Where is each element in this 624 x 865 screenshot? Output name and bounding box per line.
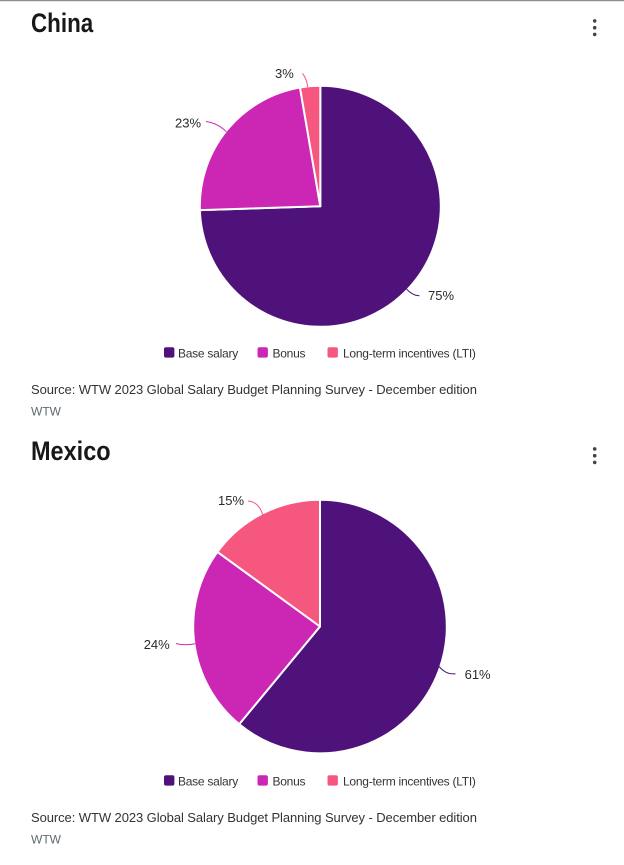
svg-text:WTW: WTW xyxy=(31,405,62,419)
svg-text:Mexico: Mexico xyxy=(31,436,111,466)
svg-text:Base salary: Base salary xyxy=(178,346,238,360)
svg-text:WTW: WTW xyxy=(31,833,62,847)
svg-text:Long-term incentives (LTI): Long-term incentives (LTI) xyxy=(343,346,476,360)
svg-text:23%: 23% xyxy=(175,116,201,131)
svg-text:75%: 75% xyxy=(428,288,454,303)
svg-text:China: China xyxy=(31,9,93,38)
svg-text:15%: 15% xyxy=(218,493,244,508)
svg-text:3%: 3% xyxy=(275,66,294,81)
svg-text:Base salary: Base salary xyxy=(178,774,238,788)
svg-text:Long-term incentives (LTI): Long-term incentives (LTI) xyxy=(343,774,476,788)
svg-text:Source: WTW 2023 Global Salary: Source: WTW 2023 Global Salary Budget Pl… xyxy=(31,810,477,825)
svg-text:Bonus: Bonus xyxy=(273,346,306,360)
svg-text:24%: 24% xyxy=(144,637,170,652)
svg-text:61%: 61% xyxy=(465,667,491,682)
svg-text:Bonus: Bonus xyxy=(273,774,306,788)
svg-text:Source: WTW 2023 Global Salary: Source: WTW 2023 Global Salary Budget Pl… xyxy=(31,382,477,397)
